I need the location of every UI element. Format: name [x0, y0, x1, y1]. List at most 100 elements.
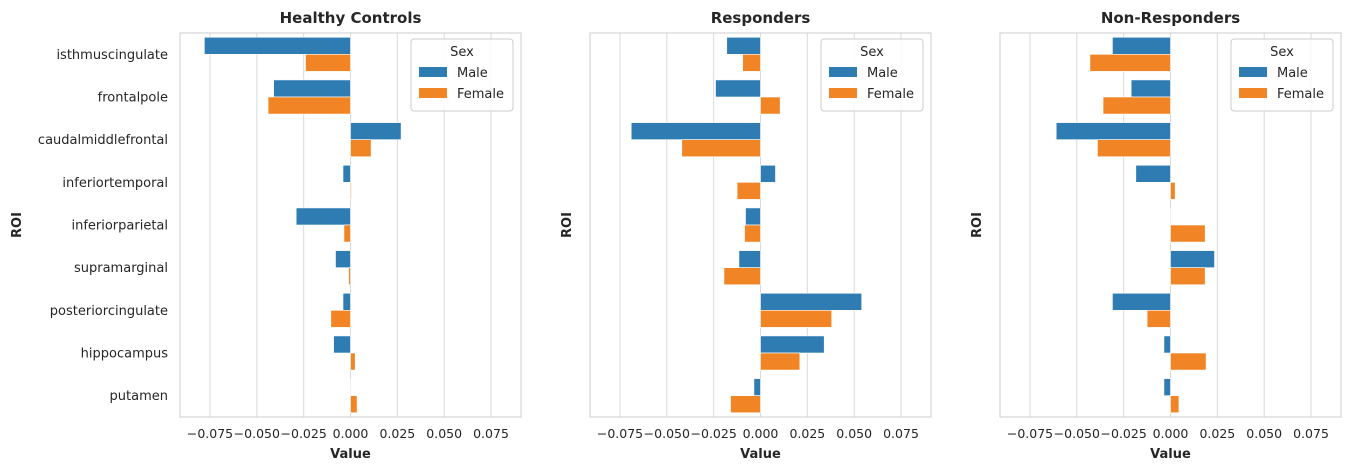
chart-title: Healthy Controls	[280, 9, 422, 27]
bar-female-inferiortemporal	[351, 182, 352, 199]
bar-female-inferiorparietal	[1171, 225, 1206, 242]
bar-male-posteriorcingulate	[1112, 293, 1170, 310]
x-tick-label: 0.075	[883, 426, 919, 441]
x-tick-label: 0.075	[473, 426, 509, 441]
bar-male-frontalpole	[1131, 80, 1170, 97]
legend-swatch-male	[419, 67, 447, 77]
x-tick-label: −0.025	[1101, 426, 1147, 441]
bar-female-caudalmiddlefrontal	[682, 140, 761, 157]
y-tick-label: isthmuscingulate	[56, 48, 168, 63]
bar-female-caudalmiddlefrontal	[351, 140, 372, 157]
y-axis-label: ROI	[970, 212, 985, 238]
legend-label: Female	[1277, 87, 1324, 102]
bar-male-frontalpole	[274, 80, 351, 97]
y-tick-label: posteriorcingulate	[50, 304, 168, 319]
bar-female-inferiortemporal	[1171, 182, 1176, 199]
bar-male-inferiorparietal	[746, 208, 761, 225]
bar-male-hippocampus	[761, 336, 825, 353]
bar-male-caudalmiddlefrontal	[351, 123, 402, 140]
legend-label: Male	[1277, 66, 1308, 81]
legend-swatch-female	[419, 88, 447, 98]
legend: Sex Male Female	[821, 39, 923, 111]
bar-male-supramarginal	[739, 251, 761, 268]
bar-female-putamen	[351, 396, 358, 413]
x-tick-label: −0.075	[187, 426, 233, 441]
y-tick-label: inferiorparietal	[71, 219, 168, 234]
x-tick-label: −0.050	[644, 426, 690, 441]
bar-male-inferiortemporal	[343, 165, 350, 182]
y-axis-label: ROI	[10, 212, 25, 238]
bar-male-caudalmiddlefrontal	[1056, 123, 1170, 140]
x-axis-label: Value	[1150, 447, 1191, 462]
bar-male-isthmuscingulate	[1112, 37, 1170, 54]
bar-male-posteriorcingulate	[761, 293, 862, 310]
bar-female-frontalpole	[1103, 97, 1170, 114]
bar-male-supramarginal	[1171, 251, 1215, 268]
bar-female-frontalpole	[761, 97, 781, 114]
bar-female-isthmuscingulate	[306, 54, 351, 71]
legend-label: Male	[867, 66, 898, 81]
x-tick-label: 0.050	[1246, 426, 1282, 441]
x-tick-label: −0.050	[1054, 426, 1100, 441]
x-tick-label: 0.075	[1293, 426, 1329, 441]
legend-label: Male	[457, 66, 488, 81]
x-tick-label: −0.025	[281, 426, 327, 441]
bar-male-putamen	[1164, 379, 1171, 396]
y-tick-label: caudalmiddlefrontal	[38, 133, 168, 148]
chart-title: Responders	[711, 9, 811, 27]
bar-female-putamen	[1171, 396, 1179, 413]
legend: Sex Male Female	[411, 39, 513, 111]
legend: Sex Male Female	[1231, 39, 1333, 111]
bar-male-inferiorparietal	[296, 208, 350, 225]
y-tick-label: supramarginal	[74, 261, 168, 276]
x-tick-label: 0.000	[1153, 426, 1189, 441]
legend-title: Sex	[860, 45, 884, 60]
bar-female-posteriorcingulate	[331, 310, 351, 327]
bar-male-putamen	[754, 379, 761, 396]
x-axis-label: Value	[330, 447, 371, 462]
bar-male-isthmuscingulate	[204, 37, 350, 54]
x-tick-label: 0.025	[789, 426, 825, 441]
bar-female-caudalmiddlefrontal	[1097, 140, 1170, 157]
legend-swatch-male	[829, 67, 857, 77]
x-tick-label: −0.025	[691, 426, 737, 441]
bar-male-hippocampus	[334, 336, 351, 353]
bar-female-inferiortemporal	[737, 182, 760, 199]
legend-swatch-male	[1239, 67, 1267, 77]
legend-title: Sex	[450, 45, 474, 60]
legend-swatch-female	[1239, 88, 1267, 98]
bar-male-frontalpole	[716, 80, 761, 97]
chart-title: Non-Responders	[1101, 9, 1240, 27]
bar-female-inferiorparietal	[745, 225, 761, 242]
y-tick-label: frontalpole	[98, 91, 168, 106]
bar-female-hippocampus	[351, 353, 356, 370]
bar-female-posteriorcingulate	[761, 310, 832, 327]
bar-female-inferiorparietal	[344, 225, 351, 242]
bar-male-posteriorcingulate	[343, 293, 350, 310]
bar-male-isthmuscingulate	[727, 37, 761, 54]
legend-title: Sex	[1270, 45, 1294, 60]
legend-label: Female	[867, 87, 914, 102]
bar-female-putamen	[731, 396, 761, 413]
bar-female-isthmuscingulate	[1090, 54, 1171, 71]
x-tick-label: 0.000	[743, 426, 779, 441]
y-tick-label: hippocampus	[81, 347, 169, 362]
y-tick-label: inferiortemporal	[62, 176, 168, 191]
bar-female-supramarginal	[724, 268, 761, 285]
bar-male-caudalmiddlefrontal	[631, 123, 760, 140]
y-axis-label: ROI	[560, 212, 575, 238]
x-axis-label: Value	[740, 447, 781, 462]
bar-female-frontalpole	[268, 97, 350, 114]
x-tick-label: 0.050	[836, 426, 872, 441]
bar-female-supramarginal	[1171, 268, 1206, 285]
x-tick-label: −0.075	[1007, 426, 1053, 441]
legend-swatch-female	[829, 88, 857, 98]
legend-label: Female	[457, 87, 504, 102]
y-tick-label: putamen	[110, 389, 168, 404]
chart-panel-3: Non-Responders −0.075−0.050−0.025 0.000 0.0…	[970, 9, 1341, 462]
x-tick-label: −0.050	[234, 426, 280, 441]
